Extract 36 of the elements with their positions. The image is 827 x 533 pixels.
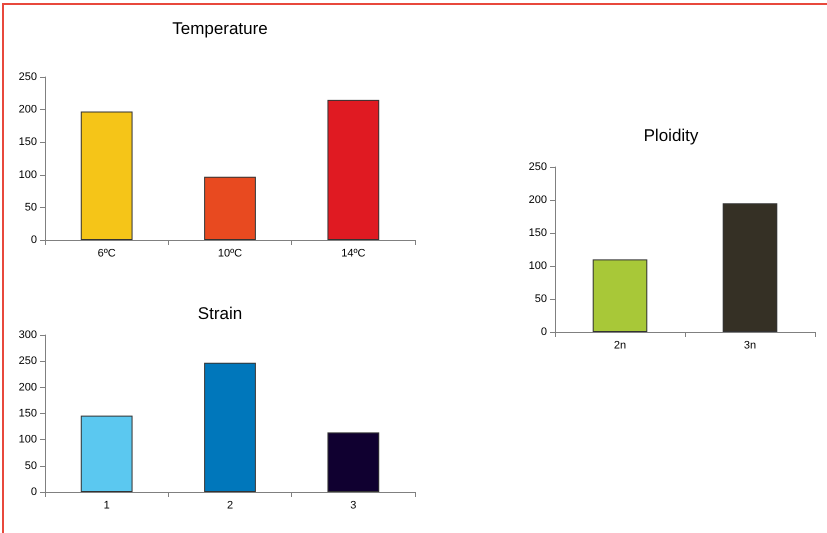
x-tick-label: 14ºC xyxy=(341,248,366,260)
y-tick-label: 150 xyxy=(528,227,547,239)
y-tick-label: 100 xyxy=(18,168,37,181)
y-tick-label: 150 xyxy=(18,136,37,148)
x-tick-label: 2n xyxy=(614,340,626,352)
y-tick-label: 100 xyxy=(528,260,547,272)
y-tick-label: 200 xyxy=(528,194,547,206)
bar xyxy=(327,432,380,492)
y-tick-label: 250 xyxy=(528,161,547,173)
x-tick-label: 3 xyxy=(350,500,356,512)
y-tick-label: 250 xyxy=(18,71,37,83)
bar xyxy=(327,100,380,240)
y-tick-label: 0 xyxy=(30,486,37,498)
x-tick-label: 6ºC xyxy=(98,248,116,260)
y-tick-label: 200 xyxy=(18,104,37,116)
y-tick-label: 0 xyxy=(30,234,37,246)
y-tick-label: 50 xyxy=(24,460,37,472)
chart-title: Temperature xyxy=(172,19,268,38)
bar xyxy=(80,416,133,492)
x-tick-label: 2 xyxy=(226,500,234,512)
bar xyxy=(80,112,133,240)
y-tick-label: 50 xyxy=(534,293,547,305)
y-tick-label: 50 xyxy=(24,201,37,214)
y-tick-label: 200 xyxy=(18,381,37,394)
x-tick-label: 1 xyxy=(104,500,110,512)
y-tick-label: 250 xyxy=(18,355,37,368)
chart-title: Ploidity xyxy=(644,126,699,145)
y-tick-label: 150 xyxy=(18,408,37,420)
chart-title: Strain xyxy=(198,304,242,323)
bar xyxy=(204,362,256,492)
bar xyxy=(204,176,256,240)
y-tick-label: 0 xyxy=(540,326,547,338)
x-tick-label: 3n xyxy=(744,340,756,352)
y-tick-label: 100 xyxy=(18,434,37,446)
x-tick-label: 10ºC xyxy=(218,248,242,260)
y-tick-label: 300 xyxy=(18,329,37,341)
